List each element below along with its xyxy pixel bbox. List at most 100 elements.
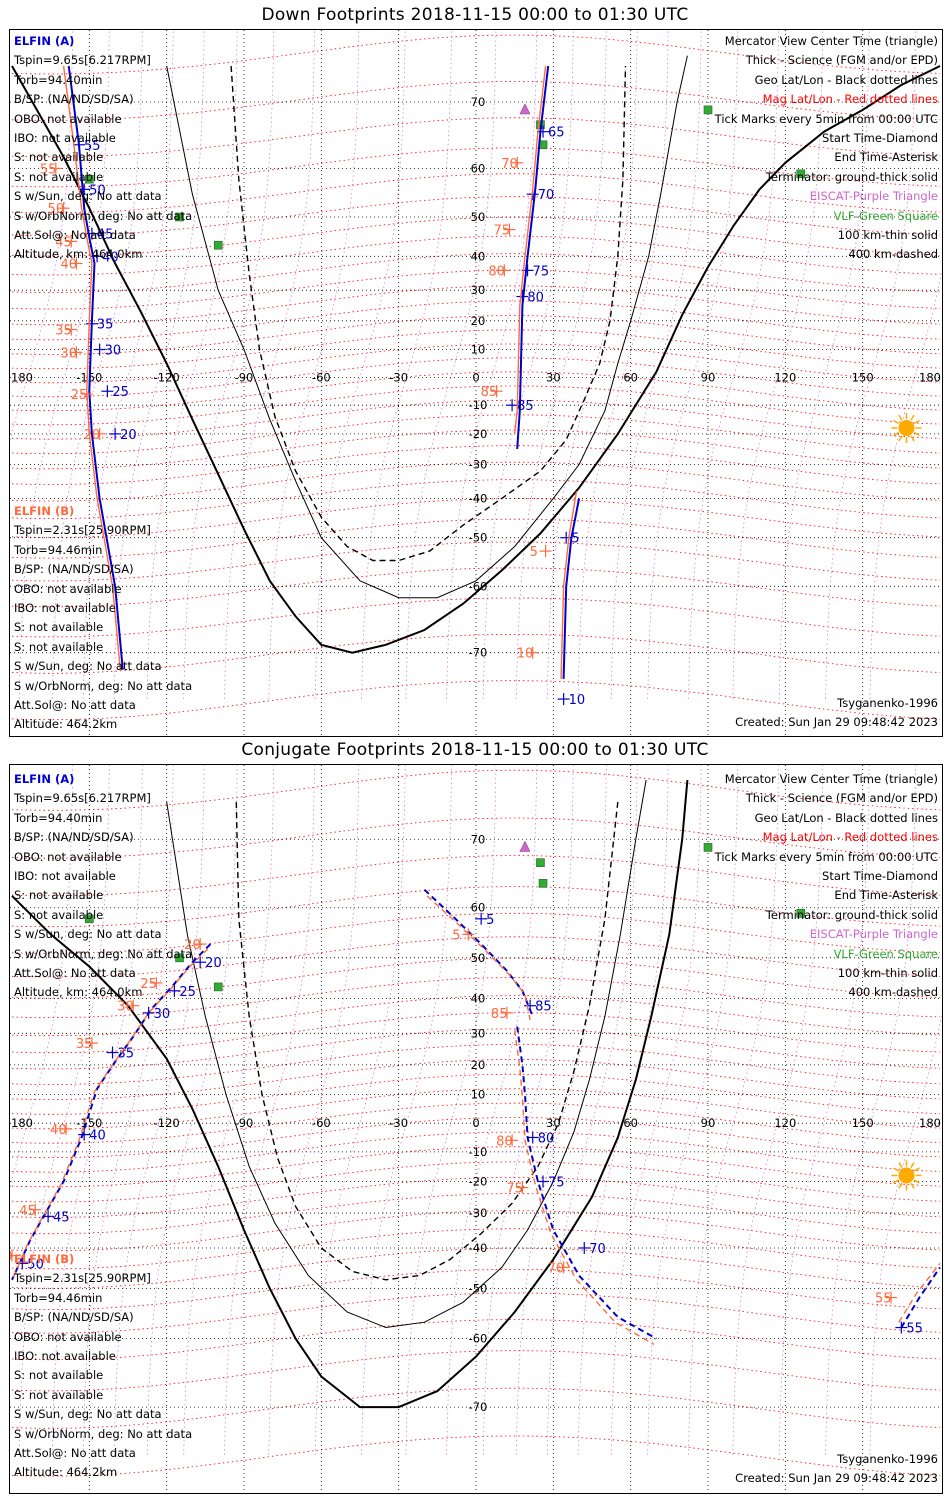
panel-title: Conjugate Footprints 2018-11-15 00:00 to…	[241, 740, 709, 760]
model-credit: Tsyganenko-1996 Created: Sun Jan 29 09:4…	[735, 694, 938, 733]
sun-ray	[898, 1162, 903, 1169]
x-tick-label: 180	[11, 1116, 33, 1130]
tick-label: 70	[538, 188, 555, 203]
terminator-400km-line	[230, 65, 627, 562]
legend-entry: 400 km-dashed	[848, 985, 938, 1000]
tick-label: 30	[105, 344, 122, 359]
y-tick-label: -20	[469, 1174, 488, 1188]
y-tick-label: 60	[471, 161, 486, 175]
info-line: Tspin=9.65s[6.217RPM]	[14, 791, 151, 806]
y-tick-label: -20	[469, 427, 488, 441]
info-line: Att.Sol@: No att data	[14, 697, 136, 712]
tick-label: 70	[501, 157, 518, 172]
info-line: OBO: not available	[14, 111, 122, 126]
mag-longitude-line	[610, 765, 702, 1455]
info-line: Tspin=2.31s[25.90RPM]	[14, 523, 151, 538]
info-line: Att.Sol@: No att data	[14, 965, 136, 980]
x-tick-label: 0	[472, 370, 479, 384]
tick-label: 30	[117, 1000, 134, 1015]
sun-ray	[898, 414, 903, 421]
tick-label: 80	[538, 1131, 555, 1146]
legend-entry: Mercator View Center Time (triangle)	[724, 772, 938, 786]
mag-longitude-line	[314, 30, 406, 700]
x-tick-label: 150	[852, 1116, 874, 1130]
sun-icon	[891, 413, 922, 444]
legend: Mercator View Center Time (triangle) Thi…	[715, 770, 938, 1003]
model-name: Tsyganenko-1996	[837, 696, 938, 710]
legend-entry: End Time-Asterisk	[834, 888, 938, 903]
info-line: Tspin=9.65s[6.217RPM]	[14, 53, 151, 68]
info-line: OBO: not available	[14, 1329, 122, 1344]
terminator-100km-line	[166, 55, 688, 599]
sun-ray	[910, 1182, 915, 1189]
track-segment	[514, 1029, 655, 1346]
panel-title: Down Footprints 2018-11-15 00:00 to 01:3…	[261, 5, 689, 25]
track-segment	[426, 895, 531, 1020]
x-tick-label: 30	[546, 370, 561, 384]
info-line: Att.Sol@: No att data	[14, 227, 136, 242]
tick-label: 45	[19, 1204, 36, 1219]
tick-label: 55	[906, 1322, 923, 1337]
tick-label: 75	[548, 1175, 565, 1190]
legend-entry: EISCAT-Purple Triangle	[809, 189, 938, 204]
sun-ray	[893, 1179, 900, 1184]
x-tick-label: 90	[701, 1116, 716, 1130]
elfin-a-label: ELFIN (A)	[14, 34, 75, 48]
info-line: S: not available	[14, 620, 104, 635]
info-line: Altitude: 464.2km	[14, 717, 118, 732]
vlf-square	[796, 169, 806, 179]
tick-label: 80	[488, 264, 505, 279]
tick-label: 85	[535, 1000, 552, 1015]
x-tick-label: -60	[312, 370, 331, 384]
terminator-ground-line	[11, 65, 941, 654]
geo-grid	[10, 765, 942, 1493]
y-tick-label: -30	[469, 458, 488, 472]
legend: Mercator View Center Time (triangle) Thi…	[715, 32, 938, 265]
elfin-b-label: ELFIN (B)	[14, 504, 75, 518]
y-tick-label: 50	[471, 210, 486, 224]
y-tick-label: 10	[471, 343, 486, 357]
info-line: OBO: not available	[14, 581, 122, 596]
eiscat-triangle	[519, 840, 531, 852]
tick-label: 25	[112, 385, 129, 400]
x-tick-label: 60	[623, 1116, 638, 1130]
elfin-a-info: ELFIN (A) Tspin=9.65s[6.217RPM] Torb=94.…	[14, 770, 192, 1003]
info-line: OBO: not available	[14, 849, 122, 864]
info-line: IBO: not available	[14, 1348, 116, 1363]
legend-entry: Terminator: ground-thick solid	[765, 907, 938, 922]
tick-label: 70	[589, 1242, 606, 1257]
info-line: S: not available	[14, 639, 104, 654]
tick-label: 50	[10, 1250, 13, 1265]
elfin-b-label: ELFIN (B)	[14, 1252, 75, 1266]
info-line: Altitude, km: 464.0km	[14, 247, 143, 262]
mag-longitude-line	[361, 765, 452, 1455]
footprint-map-panel: 180 -150 -120 -90 -60 -30 0 30 60 90 120 150 180 70 60…	[9, 764, 943, 1494]
y-tick-label: 60	[471, 901, 486, 915]
info-line: Torb=94.40min	[14, 72, 103, 87]
track-segment	[562, 498, 581, 679]
info-line: B/SP: (NA/ND/SD/SA)	[14, 92, 134, 107]
vlf-square	[703, 105, 713, 115]
track-segment	[560, 491, 578, 679]
info-line: B/SP: (NA/ND/SD/SA)	[14, 1310, 134, 1325]
y-tick-label: -70	[469, 646, 488, 660]
info-line: B/SP: (NA/ND/SD/SA)	[14, 830, 134, 845]
legend-entry: VLF-Green Square	[833, 946, 938, 961]
x-tick-label: 0	[472, 1116, 479, 1130]
info-line: S w/OrbNorm, deg: No att data	[14, 1426, 193, 1441]
y-tick-label: -70	[469, 1400, 488, 1414]
tick-label: 35	[118, 1047, 135, 1062]
y-tick-label: 20	[471, 1058, 486, 1072]
vlf-square	[175, 953, 184, 963]
tick-label: 10	[569, 693, 586, 708]
tick-label: 50	[89, 183, 106, 198]
terminator-ground-line	[11, 779, 689, 1409]
legend-entry: 100 km-thin solid	[837, 965, 938, 980]
vlf-square	[213, 240, 223, 250]
x-tick-label: -120	[154, 1116, 180, 1130]
legend-entry: Start Time-Diamond	[822, 130, 938, 145]
mag-longitude-line	[268, 765, 360, 1455]
x-tick-label: 30	[546, 1116, 561, 1130]
vlf-square	[213, 982, 223, 992]
